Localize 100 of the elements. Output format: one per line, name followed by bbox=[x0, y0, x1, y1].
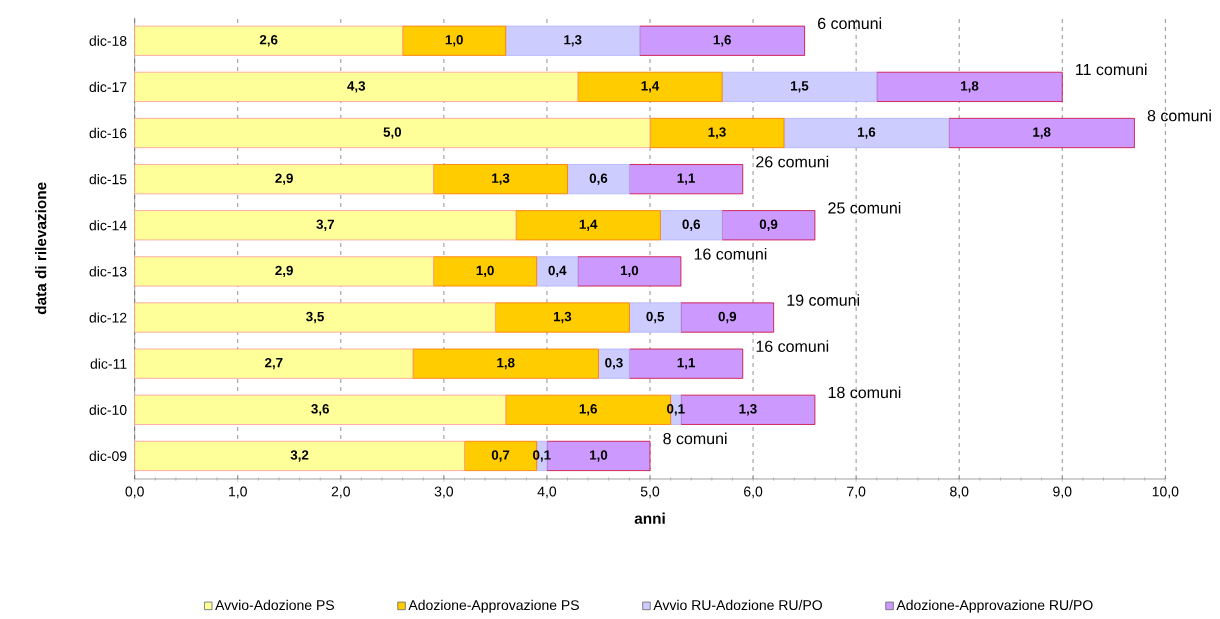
annotation: 11 comuni bbox=[1076, 63, 1147, 76]
bar bbox=[134, 440, 465, 471]
bar bbox=[505, 25, 641, 56]
bar bbox=[134, 256, 434, 287]
x-tick-label: 6,0 bbox=[744, 486, 763, 499]
data-label: 1,1 bbox=[677, 358, 695, 370]
y-tick-label: dic-09 bbox=[89, 450, 127, 462]
y-tick-label: dic-15 bbox=[89, 174, 127, 185]
y-tick-label: dic-13 bbox=[89, 266, 127, 277]
data-label: 4,3 bbox=[347, 81, 366, 93]
bar bbox=[134, 164, 434, 195]
bar bbox=[134, 25, 404, 56]
data-label: 1,1 bbox=[677, 173, 695, 185]
data-label: 1,6 bbox=[713, 35, 731, 47]
x-axis-title: anni bbox=[634, 512, 665, 524]
bar bbox=[721, 71, 878, 102]
data-label: 1,6 bbox=[579, 404, 597, 416]
bar bbox=[536, 256, 579, 287]
data-label: 2,6 bbox=[259, 35, 278, 47]
annotation: 8 comuni bbox=[1147, 109, 1211, 122]
data-label: 0,6 bbox=[589, 173, 608, 185]
annotation: 16 comuni bbox=[694, 248, 767, 260]
x-tick-label: 5,0 bbox=[640, 486, 660, 499]
x-tick-label: 0,0 bbox=[125, 486, 144, 499]
bar bbox=[639, 25, 805, 56]
data-label: 0,7 bbox=[491, 450, 510, 462]
data-label: 1,8 bbox=[961, 81, 979, 93]
y-tick-label: dic-14 bbox=[89, 220, 127, 231]
x-tick-label: 8,0 bbox=[950, 486, 969, 499]
annotation: 8 comuni bbox=[663, 432, 727, 445]
y-tick-label: dic-10 bbox=[89, 404, 127, 415]
annotation: 19 comuni bbox=[787, 294, 860, 306]
bar bbox=[948, 117, 1135, 149]
data-label: 1,0 bbox=[445, 35, 463, 47]
data-label: 0,5 bbox=[646, 311, 665, 324]
legend-label: Adozione-Approvazione RU/PO bbox=[896, 599, 1093, 613]
data-label: 1,6 bbox=[858, 127, 876, 139]
data-label: 1,5 bbox=[791, 81, 809, 93]
bar bbox=[628, 302, 682, 333]
data-label: 3,5 bbox=[306, 311, 324, 324]
x-tick-label: 4,0 bbox=[537, 486, 557, 499]
data-label: 1,0 bbox=[590, 450, 608, 462]
annotation: 6 comuni bbox=[818, 17, 882, 30]
bar bbox=[659, 210, 723, 241]
data-label: 3,2 bbox=[290, 450, 309, 462]
legend-label: Adozione-Approvazione PS bbox=[408, 599, 579, 613]
y-tick-label: dic-12 bbox=[89, 312, 127, 323]
bar bbox=[876, 71, 1063, 102]
data-label: 3,7 bbox=[316, 219, 335, 231]
y-axis-title: data di rilevazione bbox=[35, 182, 47, 315]
data-label: 1,4 bbox=[641, 81, 660, 93]
x-tick-label: 3,0 bbox=[434, 486, 454, 499]
bar bbox=[134, 302, 496, 333]
data-label: 1,8 bbox=[497, 357, 515, 370]
data-label: 0,6 bbox=[682, 219, 701, 231]
bar bbox=[577, 71, 723, 102]
bar bbox=[598, 348, 630, 379]
data-label: 0,4 bbox=[548, 265, 567, 278]
annotation: 26 comuni bbox=[756, 155, 829, 168]
bar bbox=[515, 210, 661, 241]
x-tick-label: 10,0 bbox=[1152, 486, 1179, 499]
x-tick-label: 2,0 bbox=[331, 486, 350, 499]
data-label: 1,3 bbox=[708, 127, 726, 139]
x-tick-label: 9,0 bbox=[1053, 486, 1072, 499]
bar bbox=[134, 348, 414, 379]
annotation: 18 comuni bbox=[828, 386, 901, 399]
legend-label: Avvio RU-Adozione RU/PO bbox=[653, 599, 822, 611]
bar bbox=[577, 256, 682, 287]
data-label: 2,7 bbox=[265, 357, 283, 370]
bar bbox=[402, 25, 507, 56]
data-label: 2,9 bbox=[275, 265, 293, 278]
data-label: 0,9 bbox=[759, 219, 778, 231]
data-label: 1,3 bbox=[553, 311, 572, 324]
bar bbox=[628, 348, 744, 379]
bar bbox=[134, 71, 579, 102]
bar bbox=[495, 302, 630, 333]
bar bbox=[433, 256, 538, 287]
bar bbox=[412, 348, 599, 379]
legend-label: Avvio-Adozione PS bbox=[215, 599, 335, 611]
bar bbox=[134, 394, 507, 425]
data-label: 5,0 bbox=[383, 127, 402, 139]
x-tick-label: 7,0 bbox=[847, 486, 866, 499]
data-label: 1,3 bbox=[492, 173, 510, 185]
bar bbox=[134, 210, 517, 241]
bar bbox=[134, 117, 651, 149]
bar bbox=[649, 117, 785, 149]
data-label: 2,9 bbox=[275, 173, 293, 185]
bar bbox=[680, 302, 775, 333]
data-label: 0,3 bbox=[605, 357, 623, 370]
y-tick-label: dic-17 bbox=[89, 81, 127, 93]
data-label: 1,3 bbox=[739, 404, 757, 416]
bar bbox=[433, 164, 568, 195]
data-label: 1,0 bbox=[620, 265, 639, 278]
data-label: 1,0 bbox=[476, 265, 494, 278]
bar bbox=[567, 164, 630, 195]
bar bbox=[628, 164, 744, 195]
data-label: 1,8 bbox=[1033, 127, 1051, 139]
bar bbox=[721, 210, 816, 241]
y-tick-label: dic-18 bbox=[89, 35, 127, 46]
data-label: 1,4 bbox=[579, 219, 598, 231]
